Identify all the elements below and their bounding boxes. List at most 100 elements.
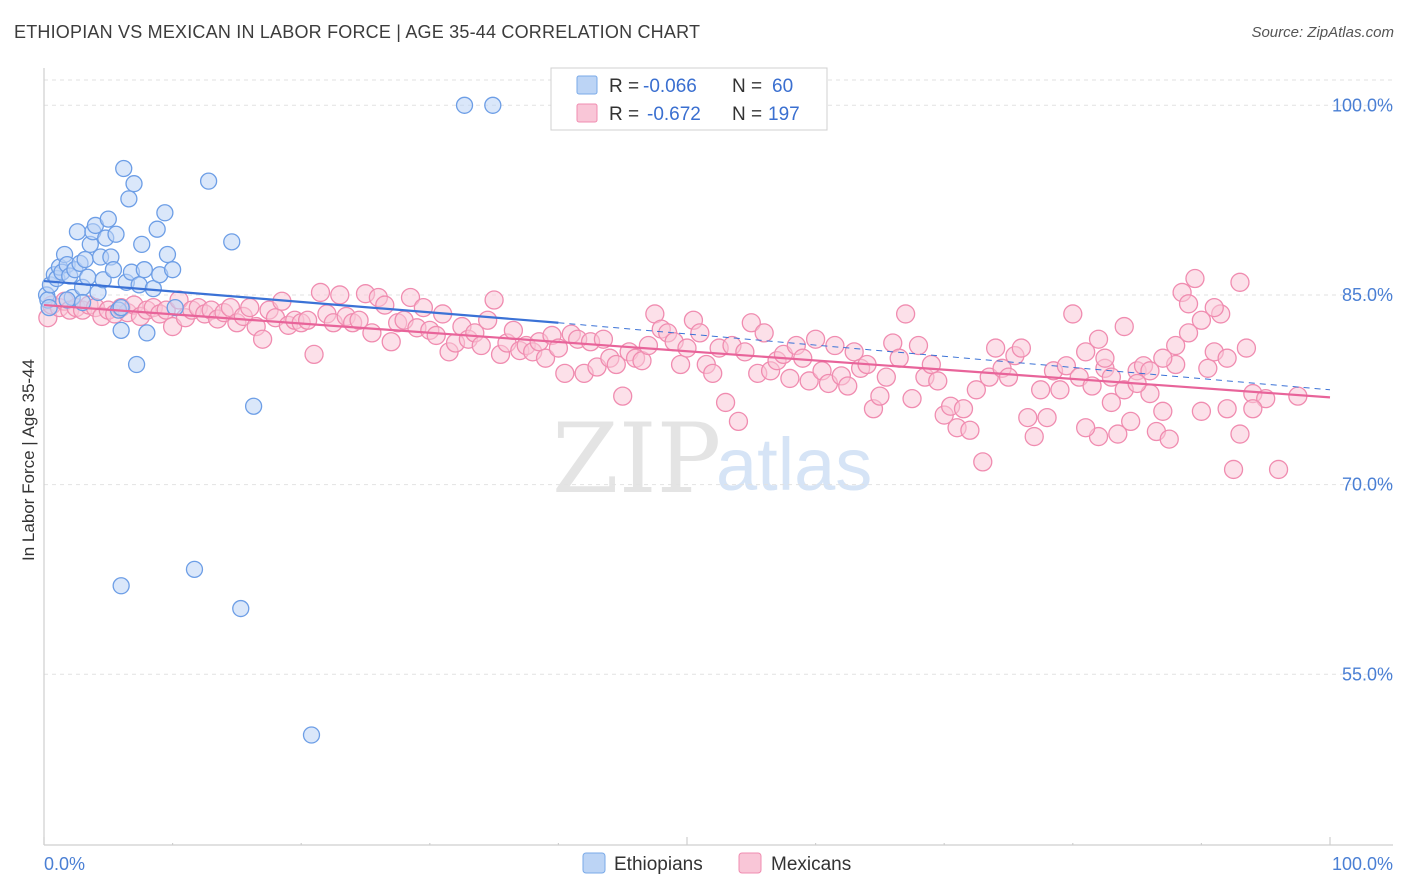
data-point <box>112 577 130 595</box>
data-point <box>120 190 138 208</box>
legend-n-value-1: 60 <box>772 76 793 97</box>
data-point <box>304 344 324 365</box>
data-point <box>1140 361 1160 381</box>
bottom-legend-swatch-mexicans <box>738 852 762 874</box>
data-point <box>728 411 749 432</box>
trend-lines <box>43 279 1331 399</box>
data-point <box>870 386 890 406</box>
data-point <box>960 420 980 440</box>
data-point <box>107 225 125 243</box>
data-point <box>1230 424 1250 444</box>
legend-n-value-2: 197 <box>768 104 800 125</box>
data-point <box>310 282 331 303</box>
y-tick-label: 85.0% <box>1342 285 1393 305</box>
y-tick-label: 55.0% <box>1342 664 1393 684</box>
data-point <box>1114 316 1134 337</box>
data-point <box>593 329 614 349</box>
data-point <box>844 342 864 362</box>
data-point <box>125 175 143 193</box>
data-point <box>223 233 241 251</box>
data-point <box>302 726 321 744</box>
data-point <box>1153 348 1173 368</box>
data-point <box>503 320 524 341</box>
data-point <box>1108 424 1128 444</box>
data-point <box>478 310 498 330</box>
data-point <box>1076 418 1096 438</box>
data-point <box>471 335 491 356</box>
data-point <box>1076 342 1096 362</box>
data-point <box>94 271 112 289</box>
data-point <box>297 310 318 330</box>
legend-n-label-1: N = <box>732 76 762 97</box>
data-point <box>1191 401 1212 421</box>
data-point <box>484 96 502 114</box>
legend-swatch-mexicans <box>576 103 598 123</box>
data-point <box>163 261 182 279</box>
data-point <box>985 338 1006 358</box>
data-point <box>555 363 575 384</box>
data-point <box>400 287 421 308</box>
data-point <box>928 371 948 391</box>
data-point <box>1159 429 1179 449</box>
y-tick-label: 70.0% <box>1342 475 1393 495</box>
data-point <box>1166 335 1186 356</box>
data-point <box>966 380 986 400</box>
data-point <box>1217 348 1237 368</box>
data-point <box>99 210 117 228</box>
legend-r-value-1: -0.066 <box>643 76 697 97</box>
data-point <box>921 354 941 375</box>
data-point <box>876 367 896 387</box>
data-point <box>130 276 148 294</box>
data-point <box>953 399 974 419</box>
data-point <box>1230 272 1250 292</box>
stats-legend: R = -0.066 N = 60 R = -0.672 N = 197 <box>550 67 828 131</box>
chart-title: ETHIOPIAN VS MEXICAN IN LABOR FORCE | AG… <box>14 22 701 42</box>
data-point <box>1223 459 1244 480</box>
data-point <box>133 235 151 254</box>
bottom-legend-ethiopians: Ethiopians <box>614 854 703 875</box>
data-point <box>158 245 177 264</box>
data-point <box>548 338 569 358</box>
data-point <box>127 355 146 374</box>
data-point <box>670 354 691 375</box>
data-point <box>76 250 94 269</box>
data-point <box>1024 426 1044 447</box>
data-point <box>375 295 395 315</box>
data-point <box>715 392 736 413</box>
data-point <box>1050 380 1070 400</box>
data-point <box>244 397 263 415</box>
legend-n-label-2: N = <box>732 104 762 125</box>
data-point <box>455 96 474 114</box>
data-point <box>902 388 922 409</box>
trend-line-ethiopians <box>43 279 559 324</box>
data-point <box>349 310 369 330</box>
data-point <box>741 313 761 333</box>
y-axis-title: In Labor Force | Age 35-44 <box>19 359 38 561</box>
legend-r-value-2: -0.672 <box>647 104 701 125</box>
chart-source: Source: ZipAtlas.com <box>1251 24 1394 41</box>
data-point <box>1268 459 1289 480</box>
data-point <box>240 297 260 318</box>
bottom-legend-mexicans: Mexicans <box>771 854 851 875</box>
data-point <box>1243 399 1263 419</box>
data-point <box>805 329 826 349</box>
data-point <box>1198 358 1218 378</box>
data-point <box>998 367 1019 387</box>
data-point <box>484 290 504 310</box>
data-point <box>1178 323 1199 343</box>
watermark-atlas: atlas <box>716 423 872 506</box>
data-point <box>1011 338 1032 358</box>
y-tick-labels: 100.0% 85.0% 70.0% 55.0% <box>1332 95 1393 684</box>
data-point <box>908 335 929 356</box>
data-point <box>156 204 174 222</box>
data-point <box>1121 411 1141 432</box>
bottom-legend-swatch-ethiopians <box>582 852 606 874</box>
data-point <box>754 323 774 343</box>
data-point <box>413 297 434 318</box>
data-point <box>252 329 273 349</box>
data-point <box>677 338 697 358</box>
data-point <box>735 342 755 362</box>
x-tick-min: 0.0% <box>44 854 85 874</box>
legend-r-label-2: R = <box>609 104 639 125</box>
